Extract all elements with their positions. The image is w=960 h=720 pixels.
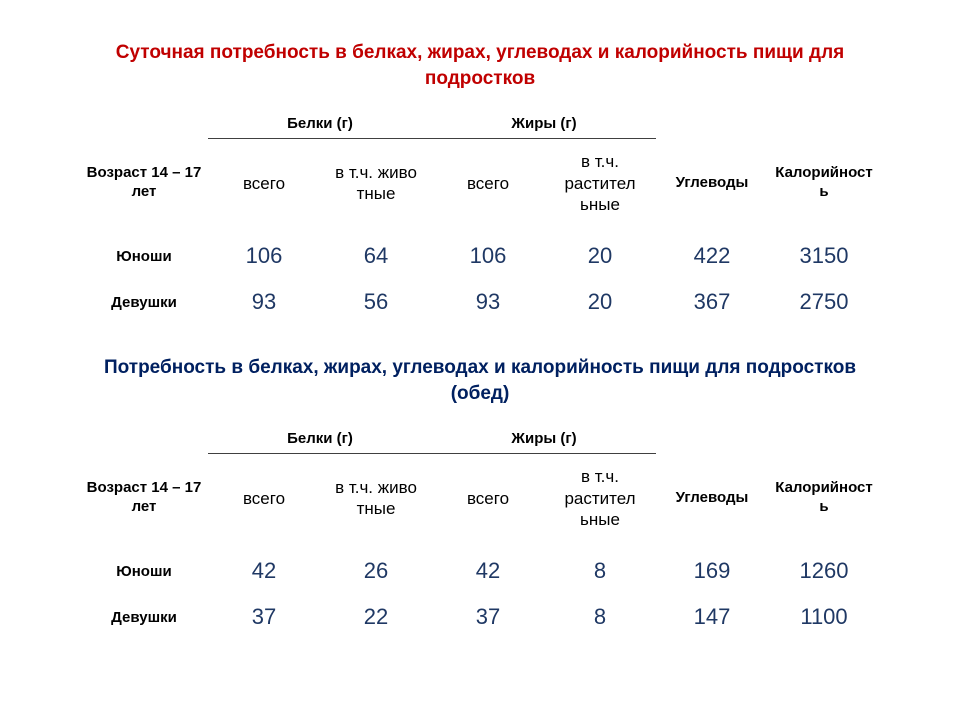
nutrition-table-lunch: Белки (г) Жиры (г) Возраст 14 – 17 лет в…	[80, 424, 880, 640]
t2-r1-c5: 1100	[768, 594, 880, 640]
t1-r1-c0: 93	[208, 279, 320, 325]
t1-r1-c3: 20	[544, 279, 656, 325]
t1-r0-c1: 64	[320, 233, 432, 279]
t2-age-header: Возраст 14 – 17 лет	[80, 454, 208, 548]
table2-title: Потребность в белках, жирах, углеводах и…	[80, 355, 880, 406]
t1-col-animal: в т.ч. живо тные	[320, 139, 432, 233]
t2-header-fats: Жиры (г)	[432, 424, 656, 454]
t1-r1-c5: 2750	[768, 279, 880, 325]
t2-r0-c0: 42	[208, 548, 320, 594]
t1-r0-c4: 422	[656, 233, 768, 279]
t1-row1-label: Девушки	[80, 279, 208, 325]
t2-r0-c2: 42	[432, 548, 544, 594]
t2-r1-c3: 8	[544, 594, 656, 640]
t2-r0-c3: 8	[544, 548, 656, 594]
table-row: Девушки 37 22 37 8 147 1100	[80, 594, 880, 640]
table-row: Юноши 106 64 106 20 422 3150	[80, 233, 880, 279]
t1-col-vsego1: всего	[208, 139, 320, 233]
t1-r0-c0: 106	[208, 233, 320, 279]
t1-header-fats: Жиры (г)	[432, 109, 656, 139]
table-row: Девушки 93 56 93 20 367 2750	[80, 279, 880, 325]
t2-col-vsego1: всего	[208, 454, 320, 548]
t2-r0-c5: 1260	[768, 548, 880, 594]
t2-col-uglevody: Углеводы	[656, 454, 768, 548]
t1-r0-c3: 20	[544, 233, 656, 279]
t2-r0-c4: 169	[656, 548, 768, 594]
t2-r1-c0: 37	[208, 594, 320, 640]
t2-r1-c2: 37	[432, 594, 544, 640]
t2-row0-label: Юноши	[80, 548, 208, 594]
t2-col-kalor: Калорийност ь	[768, 454, 880, 548]
t1-col-kalor: Калорийност ь	[768, 139, 880, 233]
t2-row1-label: Девушки	[80, 594, 208, 640]
t1-col-plant: в т.ч. растител ьные	[544, 139, 656, 233]
t1-r0-c5: 3150	[768, 233, 880, 279]
t1-row0-label: Юноши	[80, 233, 208, 279]
table-row: Юноши 42 26 42 8 169 1260	[80, 548, 880, 594]
t2-header-proteins: Белки (г)	[208, 424, 432, 454]
t2-r0-c1: 26	[320, 548, 432, 594]
t2-col-plant: в т.ч. растител ьные	[544, 454, 656, 548]
t2-col-animal: в т.ч. живо тные	[320, 454, 432, 548]
t1-r1-c2: 93	[432, 279, 544, 325]
t2-col-vsego2: всего	[432, 454, 544, 548]
t1-col-vsego2: всего	[432, 139, 544, 233]
t1-r1-c4: 367	[656, 279, 768, 325]
table1-title: Суточная потребность в белках, жирах, уг…	[80, 40, 880, 91]
t2-r1-c4: 147	[656, 594, 768, 640]
t1-col-uglevody: Углеводы	[656, 139, 768, 233]
t2-r1-c1: 22	[320, 594, 432, 640]
t1-r1-c1: 56	[320, 279, 432, 325]
t1-age-header: Возраст 14 – 17 лет	[80, 139, 208, 233]
t1-header-proteins: Белки (г)	[208, 109, 432, 139]
t1-r0-c2: 106	[432, 233, 544, 279]
nutrition-table-daily: Белки (г) Жиры (г) Возраст 14 – 17 лет в…	[80, 109, 880, 325]
